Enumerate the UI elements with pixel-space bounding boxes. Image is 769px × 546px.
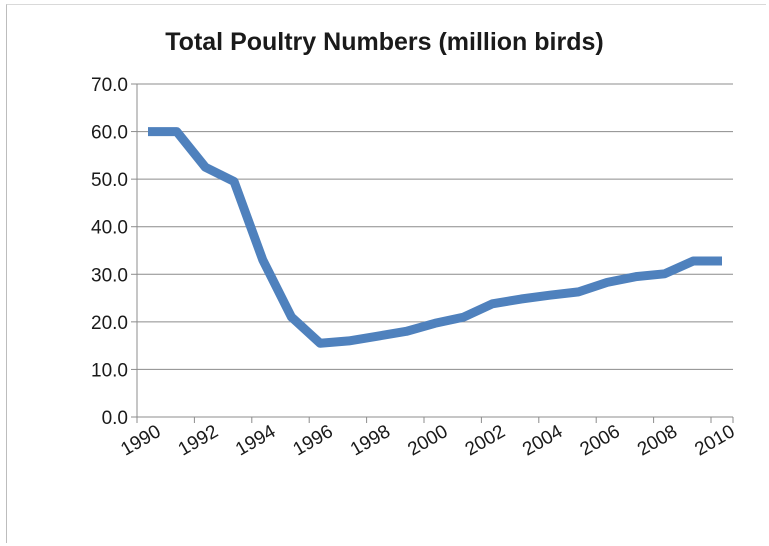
x-tick-label: 1992 xyxy=(175,421,222,460)
y-tick-label: 40.0 xyxy=(91,218,128,239)
x-tick-label: 1996 xyxy=(290,421,337,460)
chart-title: Total Poultry Numbers (million birds) xyxy=(165,28,604,56)
y-tick-label: 60.0 xyxy=(91,123,128,144)
y-tick-label: 70.0 xyxy=(91,75,128,96)
x-tick-label: 2004 xyxy=(519,421,566,461)
x-tick-label: 2006 xyxy=(577,421,624,460)
x-tick-label: 2008 xyxy=(634,421,681,460)
x-tick-label: 2010 xyxy=(691,421,738,460)
y-tick-label: 30.0 xyxy=(91,265,128,286)
y-tick-label: 20.0 xyxy=(91,313,128,334)
y-tick-label: 50.0 xyxy=(91,170,128,191)
chart-frame xyxy=(6,4,766,543)
x-tick-label: 1994 xyxy=(232,421,279,461)
x-tick-label: 1998 xyxy=(347,421,394,460)
y-tick-label: 10.0 xyxy=(91,360,128,381)
x-axis-ticks: 1990 1992 1994 1996 1998 2000 2002 2004 2006 2008… xyxy=(117,417,739,461)
x-tick-label: 2002 xyxy=(462,421,509,460)
x-tick-label: 2000 xyxy=(404,421,451,460)
axes xyxy=(136,84,733,418)
series-line xyxy=(148,127,722,348)
y-tick-label: 0.0 xyxy=(102,408,128,429)
y-axis-ticks: 70.0 60.0 50.0 40.0 30.0 20.0 10.0 0.0 xyxy=(91,75,137,429)
series-group xyxy=(148,127,722,348)
